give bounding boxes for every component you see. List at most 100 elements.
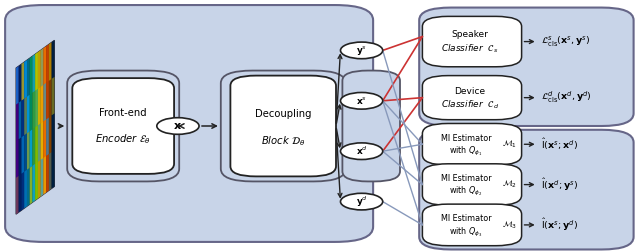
- Polygon shape: [24, 170, 27, 208]
- Polygon shape: [29, 56, 33, 95]
- Polygon shape: [46, 117, 49, 156]
- Text: Decoupling: Decoupling: [255, 109, 312, 119]
- Polygon shape: [35, 52, 38, 200]
- Polygon shape: [19, 101, 22, 139]
- FancyBboxPatch shape: [5, 5, 373, 242]
- Text: $\mathbf{y}^{d}$: $\mathbf{y}^{d}$: [356, 194, 367, 209]
- Text: Block $\mathcal{D}_{\theta}$: Block $\mathcal{D}_{\theta}$: [261, 134, 305, 148]
- Text: $\mathcal{L}^{d}_{\mathrm{cls}}(\mathbf{x}^{d},\mathbf{y}^{d})$: $\mathcal{L}^{d}_{\mathrm{cls}}(\mathbf{…: [541, 90, 591, 105]
- Polygon shape: [16, 66, 19, 105]
- Polygon shape: [27, 168, 29, 206]
- Polygon shape: [29, 129, 33, 168]
- Polygon shape: [16, 176, 19, 214]
- Text: $\mathcal{M}_{1}$: $\mathcal{M}_{1}$: [502, 139, 517, 150]
- Polygon shape: [22, 62, 24, 210]
- Text: $\mathbf{x}^{d}$: $\mathbf{x}^{d}$: [356, 145, 367, 158]
- Polygon shape: [38, 50, 41, 198]
- Polygon shape: [41, 121, 44, 160]
- Polygon shape: [46, 44, 49, 193]
- Polygon shape: [27, 131, 29, 170]
- FancyBboxPatch shape: [230, 76, 336, 176]
- Polygon shape: [49, 42, 52, 81]
- Polygon shape: [27, 58, 29, 206]
- Polygon shape: [44, 83, 46, 121]
- Polygon shape: [33, 164, 35, 202]
- Text: $\mathbf{x}$: $\mathbf{x}$: [173, 121, 182, 131]
- Polygon shape: [24, 97, 27, 135]
- Text: MI Estimator: MI Estimator: [441, 214, 492, 223]
- FancyBboxPatch shape: [342, 71, 400, 181]
- Text: Classifier  $\mathcal{C}_{d}$: Classifier $\mathcal{C}_{d}$: [441, 98, 499, 111]
- Polygon shape: [44, 46, 46, 194]
- FancyBboxPatch shape: [422, 76, 522, 120]
- Polygon shape: [52, 40, 54, 188]
- Polygon shape: [41, 158, 44, 196]
- Polygon shape: [24, 60, 27, 208]
- FancyBboxPatch shape: [72, 78, 174, 174]
- Text: $\mathbf{y}^{s}$: $\mathbf{y}^{s}$: [356, 44, 367, 57]
- Text: $\hat{\mathrm{I}}(\mathbf{x}^{s};\mathbf{x}^{d})$: $\hat{\mathrm{I}}(\mathbf{x}^{s};\mathbf…: [541, 136, 578, 152]
- Text: Device: Device: [454, 86, 486, 96]
- Polygon shape: [29, 56, 33, 204]
- FancyBboxPatch shape: [419, 8, 634, 126]
- Polygon shape: [38, 87, 41, 125]
- Polygon shape: [16, 40, 54, 214]
- Polygon shape: [33, 127, 35, 166]
- Text: with $Q_{\phi_3}$: with $Q_{\phi_3}$: [449, 225, 483, 239]
- FancyBboxPatch shape: [419, 130, 634, 249]
- Polygon shape: [46, 81, 49, 119]
- Text: Encoder $\mathcal{E}_{\theta}$: Encoder $\mathcal{E}_{\theta}$: [95, 132, 151, 146]
- Polygon shape: [16, 66, 19, 214]
- Polygon shape: [49, 115, 52, 154]
- Polygon shape: [38, 123, 41, 162]
- Polygon shape: [41, 48, 44, 196]
- Polygon shape: [44, 156, 46, 194]
- Polygon shape: [35, 125, 38, 164]
- Polygon shape: [19, 64, 22, 212]
- Polygon shape: [44, 119, 46, 158]
- Polygon shape: [29, 166, 33, 204]
- FancyBboxPatch shape: [67, 71, 179, 181]
- Polygon shape: [41, 85, 44, 123]
- Polygon shape: [38, 160, 41, 198]
- Text: with $Q_{\phi_1}$: with $Q_{\phi_1}$: [449, 145, 483, 158]
- Circle shape: [157, 118, 199, 134]
- Polygon shape: [52, 113, 54, 152]
- Polygon shape: [16, 103, 19, 141]
- Polygon shape: [44, 46, 46, 85]
- Text: MI Estimator: MI Estimator: [441, 174, 492, 183]
- Polygon shape: [27, 58, 29, 97]
- Text: $\mathcal{M}_{3}$: $\mathcal{M}_{3}$: [502, 219, 517, 231]
- FancyBboxPatch shape: [422, 123, 522, 165]
- Text: $\mathbf{x}^{s}$: $\mathbf{x}^{s}$: [356, 95, 367, 106]
- Text: $\mathcal{M}_{2}$: $\mathcal{M}_{2}$: [502, 179, 517, 190]
- Polygon shape: [33, 54, 35, 93]
- Polygon shape: [46, 44, 49, 83]
- FancyBboxPatch shape: [422, 16, 522, 67]
- Polygon shape: [49, 152, 52, 191]
- Circle shape: [340, 193, 383, 210]
- Circle shape: [340, 42, 383, 59]
- Polygon shape: [24, 133, 27, 172]
- Polygon shape: [19, 64, 22, 103]
- Polygon shape: [33, 54, 35, 202]
- Polygon shape: [35, 162, 38, 200]
- Polygon shape: [35, 52, 38, 91]
- Polygon shape: [41, 48, 44, 87]
- Text: Front-end: Front-end: [99, 108, 147, 118]
- Polygon shape: [46, 154, 49, 193]
- Polygon shape: [27, 95, 29, 133]
- Polygon shape: [49, 42, 52, 191]
- Circle shape: [340, 92, 383, 109]
- Text: $\mathcal{L}^{s}_{\mathrm{cls}}(\mathbf{x}^{s},\mathbf{y}^{s})$: $\mathcal{L}^{s}_{\mathrm{cls}}(\mathbf{…: [541, 34, 590, 49]
- Text: Speaker: Speaker: [452, 29, 488, 39]
- Text: with $Q_{\phi_2}$: with $Q_{\phi_2}$: [449, 185, 483, 198]
- Polygon shape: [16, 139, 19, 178]
- Polygon shape: [52, 40, 54, 79]
- Polygon shape: [35, 89, 38, 127]
- Polygon shape: [22, 135, 24, 174]
- Polygon shape: [49, 79, 52, 117]
- Text: MI Estimator: MI Estimator: [441, 134, 492, 143]
- FancyBboxPatch shape: [422, 164, 522, 205]
- Polygon shape: [19, 174, 22, 212]
